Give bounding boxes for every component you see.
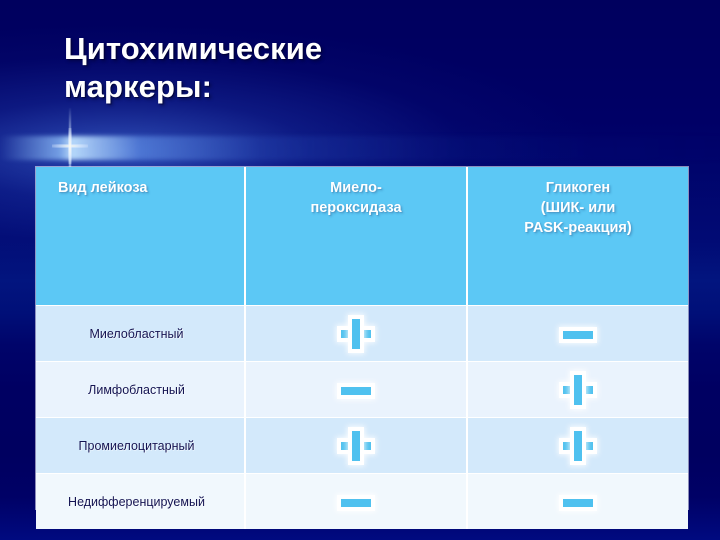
column-header-leukemia-type: Вид лейкоза <box>36 167 246 306</box>
cell-myeloperoxidase <box>245 305 468 362</box>
minus-icon <box>561 317 595 351</box>
cell-myeloperoxidase <box>245 361 468 418</box>
cytochemical-markers-table: Вид лейкоза Миело- пероксидаза Гликоген … <box>36 167 688 529</box>
plus-icon <box>339 429 373 463</box>
table-body: Миелобластный Лимфобластный <box>36 305 688 529</box>
plus-icon <box>561 429 595 463</box>
sparkle-star-icon <box>52 128 88 164</box>
cell-glycogen <box>467 305 688 362</box>
column-header-myeloperoxidase: Миело- пероксидаза <box>245 167 468 306</box>
plus-icon <box>339 317 373 351</box>
plus-icon <box>561 373 595 407</box>
cell-leukemia-type: Миелобластный <box>36 305 246 362</box>
background-glow-band <box>0 136 720 160</box>
cell-glycogen <box>467 473 688 529</box>
cell-leukemia-type: Лимфобластный <box>36 361 246 418</box>
table-row: Недифференцируемый <box>36 473 688 529</box>
page-title: Цитохимические маркеры: <box>64 31 323 104</box>
cell-leukemia-type: Недифференцируемый <box>36 473 246 529</box>
table-row: Лимфобластный <box>36 361 688 418</box>
minus-icon <box>339 485 373 519</box>
table-row: Промиелоцитарный <box>36 417 688 474</box>
cell-myeloperoxidase <box>245 417 468 474</box>
cell-myeloperoxidase <box>245 473 468 529</box>
cell-glycogen <box>467 417 688 474</box>
column-header-glycogen: Гликоген (ШИК- или PASK-реакция) <box>467 167 688 306</box>
cell-glycogen <box>467 361 688 418</box>
table-header-row: Вид лейкоза Миело- пероксидаза Гликоген … <box>36 167 688 306</box>
minus-icon <box>561 485 595 519</box>
minus-icon <box>339 373 373 407</box>
cell-leukemia-type: Промиелоцитарный <box>36 417 246 474</box>
table-row: Миелобластный <box>36 305 688 362</box>
